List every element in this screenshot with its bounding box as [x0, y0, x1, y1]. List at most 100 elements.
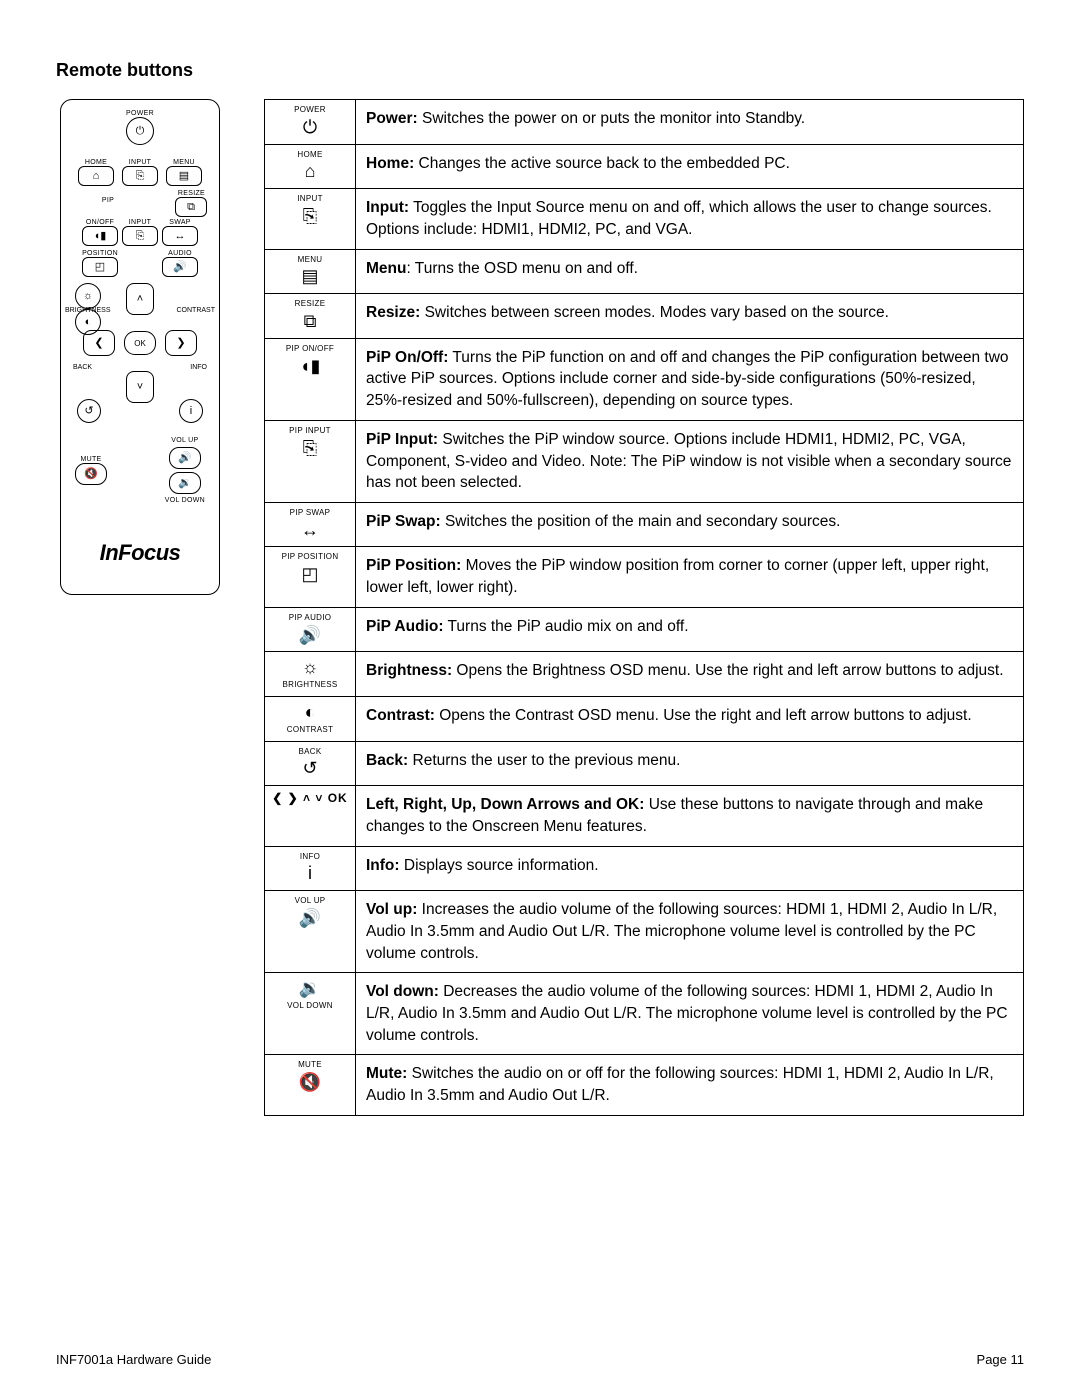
- desc-text: Switches the position of the main and se…: [441, 513, 841, 530]
- remote-dpad: ☼ ◐ BRIGHTNESS CONTRAST ˄ ❮ OK ❯ ˅ BACK …: [75, 283, 205, 403]
- desc-bold: Home:: [366, 155, 414, 172]
- remote-brightness-label: BRIGHTNESS: [65, 307, 111, 314]
- icon-cell-glyph: 🔊: [269, 626, 351, 646]
- remote-home-label: HOME: [85, 159, 107, 166]
- reference-table: POWER⏻Power: Switches the power on or pu…: [264, 99, 1024, 1116]
- icon-cell-label: INFO: [269, 853, 351, 862]
- icon-cell-label-below: VOL DOWN: [269, 1002, 351, 1011]
- remote-pip-audio-cell: AUDIO 🔊: [163, 250, 197, 277]
- table-icon-cell: MUTE 🔇: [265, 1055, 356, 1115]
- icon-cell-glyph: ⧉: [269, 312, 351, 332]
- table-icon-cell: PIP ON/OFF◖▮: [265, 338, 356, 420]
- icon-cell-label: VOL UP: [269, 897, 351, 906]
- remote-diagram: POWER ⏻ HOME ⌂ INPUT ⎘ MENU ▤: [60, 99, 220, 595]
- remote-pip-input-label: INPUT: [129, 219, 152, 226]
- icon-cell-label: MUTE: [269, 1061, 351, 1070]
- desc-bold: PiP Swap:: [366, 513, 441, 530]
- remote-pip-swap-cell: SWAP ↔: [163, 219, 197, 246]
- pip-position-icon: ◰: [82, 257, 118, 277]
- remote-power-cell: POWER ⏻: [118, 110, 162, 145]
- remote-audio-label: AUDIO: [168, 250, 192, 257]
- icon-cell-glyph: 🔉: [269, 979, 351, 999]
- remote-input-cell: INPUT ⎘: [123, 159, 157, 186]
- remote-back-label: BACK: [73, 364, 92, 371]
- remote-contrast-label: CONTRAST: [177, 307, 216, 314]
- remote-mute-label: MUTE: [80, 456, 101, 463]
- table-icon-cell: PIP INPUT ⎘: [265, 420, 356, 502]
- remote-pip-onoff-cell: ON/OFF ◖▮: [83, 219, 117, 246]
- table-icon-cell: ☼BRIGHTNESS: [265, 652, 356, 697]
- table-desc-cell: PiP Position: Moves the PiP window posit…: [356, 547, 1024, 607]
- up-icon: ˄: [126, 283, 154, 315]
- desc-text: Decreases the audio volume of the follow…: [366, 983, 1008, 1043]
- desc-text: Turns the PiP audio mix on and off.: [444, 618, 689, 635]
- icon-cell-label: PIP POSITION: [269, 553, 351, 562]
- remote-info-label: INFO: [190, 364, 207, 371]
- table-desc-cell: Resize: Switches between screen modes. M…: [356, 294, 1024, 339]
- icon-cell-label: INPUT: [269, 195, 351, 204]
- icon-cell-label: PIP INPUT: [269, 427, 351, 436]
- desc-bold: Info:: [366, 857, 400, 874]
- table-desc-cell: PiP Audio: Turns the PiP audio mix on an…: [356, 607, 1024, 652]
- remote-menu-label: MENU: [173, 159, 195, 166]
- table-desc-cell: PiP On/Off: Turns the PiP function on an…: [356, 338, 1024, 420]
- icon-cell-glyph: ⎘: [269, 439, 351, 459]
- icon-cell-label: PIP SWAP: [269, 509, 351, 518]
- desc-bold: Brightness:: [366, 662, 452, 679]
- remote-power-label: POWER: [126, 110, 154, 117]
- table-row: ☼BRIGHTNESSBrightness: Opens the Brightn…: [265, 652, 1024, 697]
- table-desc-cell: PiP Swap: Switches the position of the m…: [356, 502, 1024, 547]
- icon-cell-glyph: ↔: [269, 521, 351, 541]
- section-title: Remote buttons: [56, 60, 1024, 81]
- remote-volume-cell: VOL UP 🔊 🔉 VOL DOWN: [165, 437, 205, 504]
- table-desc-cell: Mute: Switches the audio on or off for t…: [356, 1055, 1024, 1115]
- icon-cell-label: HOME: [269, 151, 351, 160]
- desc-text: Displays source information.: [400, 857, 599, 874]
- desc-bold: Menu: [366, 260, 406, 277]
- icon-cell-glyph: 🔇: [269, 1073, 351, 1093]
- table-desc-cell: Power: Switches the power on or puts the…: [356, 100, 1024, 145]
- table-row: PIP AUDIO🔊PiP Audio: Turns the PiP audio…: [265, 607, 1024, 652]
- desc-bold: PiP Audio:: [366, 618, 444, 635]
- ok-button: OK: [124, 331, 156, 355]
- table-row: PIP POSITION◰PiP Position: Moves the PiP…: [265, 547, 1024, 607]
- table-desc-cell: Input: Toggles the Input Source menu on …: [356, 189, 1024, 249]
- icon-cell-label: RESIZE: [269, 300, 351, 309]
- power-icon: ⏻: [126, 117, 154, 145]
- remote-pip-label: PIP: [73, 197, 143, 204]
- down-icon: ˅: [126, 371, 154, 403]
- table-row: HOME⌂Home: Changes the active source bac…: [265, 144, 1024, 189]
- table-icon-cell: INPUT ⎘: [265, 189, 356, 249]
- desc-text: Switches the audio on or off for the fol…: [366, 1065, 994, 1104]
- desc-text: Turns the PiP function on and off and ch…: [366, 349, 1009, 409]
- content-wrap: POWER ⏻ HOME ⌂ INPUT ⎘ MENU ▤: [56, 99, 1024, 1116]
- table-desc-cell: Vol up: Increases the audio volume of th…: [356, 891, 1024, 973]
- icon-cell-label-below: BRIGHTNESS: [269, 681, 351, 690]
- icon-cell-glyph: ⎘: [269, 207, 351, 227]
- desc-bold: Input:: [366, 199, 409, 216]
- remote-mute-cell: MUTE 🔇: [75, 456, 107, 485]
- table-row: PIP ON/OFF◖▮PiP On/Off: Turns the PiP fu…: [265, 338, 1024, 420]
- desc-bold: Left, Right, Up, Down Arrows and OK:: [366, 796, 644, 813]
- table-row: VOL UP 🔊Vol up: Increases the audio volum…: [265, 891, 1024, 973]
- table-desc-cell: Left, Right, Up, Down Arrows and OK: Use…: [356, 786, 1024, 846]
- brightness-icon: ☼: [75, 283, 101, 309]
- voldown-icon: 🔉: [169, 472, 201, 494]
- remote-position-label: POSITION: [82, 250, 118, 257]
- table-desc-cell: Contrast: Opens the Contrast OSD menu. U…: [356, 697, 1024, 742]
- table-row: ◐CONTRASTContrast: Opens the Contrast OS…: [265, 697, 1024, 742]
- table-row: BACK↺Back: Returns the user to the previ…: [265, 741, 1024, 786]
- remote-pip-input-cell: INPUT ⎘: [123, 219, 157, 246]
- table-icon-cell: POWER⏻: [265, 100, 356, 145]
- remote-onoff-label: ON/OFF: [86, 219, 114, 226]
- resize-icon: ⧉: [175, 197, 207, 217]
- icon-cell-label: PIP AUDIO: [269, 614, 351, 623]
- mute-icon: 🔇: [75, 463, 107, 485]
- page-footer: INF7001a Hardware Guide Page 11: [56, 1352, 1024, 1367]
- page: Remote buttons POWER ⏻ HOME ⌂ INPU: [0, 0, 1080, 1397]
- desc-bold: Mute:: [366, 1065, 407, 1082]
- table-icon-cell: INFOi: [265, 846, 356, 891]
- desc-text: Returns the user to the previous menu.: [408, 752, 680, 769]
- icon-cell-glyph: 🔊: [269, 909, 351, 929]
- table-desc-cell: Menu: Turns the OSD menu on and off.: [356, 249, 1024, 294]
